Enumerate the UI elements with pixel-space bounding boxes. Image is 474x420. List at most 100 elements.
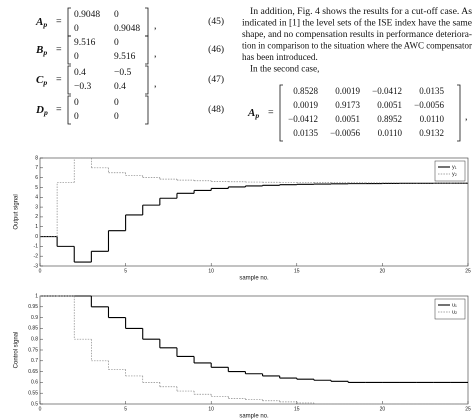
matrix-entry: 0.0051	[335, 114, 360, 124]
matrix-name: Bp	[35, 44, 47, 57]
bracket	[145, 7, 149, 37]
punct: ,	[154, 20, 157, 31]
y-tick-label: 1	[35, 293, 38, 299]
paragraph-line: indicated in [1] the level sets of the I…	[242, 18, 472, 28]
subscript: p	[43, 108, 48, 117]
matrix-entry: −0.0412	[288, 114, 318, 124]
chart: 0 5 10 15 20 25 0.5 0.55 0.6 0.65 0.7 0.75 0.8 0.85 0.…	[14, 293, 471, 419]
eq-number: (46)	[208, 44, 224, 55]
bracket	[145, 35, 149, 65]
y-tick-label: 5	[35, 185, 38, 191]
y-tick-label: 0.95	[28, 304, 38, 310]
matrix-name: Ap	[247, 107, 259, 120]
matrix-entry: −0.0056	[330, 128, 360, 138]
matrix-name: Cp	[36, 74, 47, 87]
bracket	[457, 84, 461, 142]
paragraph-line: In addition, Fig. 4 shows the results fo…	[250, 6, 472, 16]
matrix-entry: 0.8528	[293, 86, 318, 96]
chart: 0 5 10 15 20 25 -3 -2 -1 0 1 2 3 4 5 6 7 8 sample no. Outpu…	[14, 155, 471, 281]
x-tick-label: 25	[465, 268, 471, 274]
x-axis-label: sample no.	[239, 276, 269, 282]
matrix-entry: 9.516	[74, 38, 96, 48]
bracket	[145, 65, 149, 95]
legend-label: u₂	[452, 309, 457, 315]
eq-number: (47)	[208, 74, 224, 85]
matrix-entry: 0	[114, 10, 119, 20]
matrix-entry: 0.8952	[377, 114, 402, 124]
x-axis-label: sample no.	[239, 414, 269, 420]
subscript: p	[42, 20, 47, 29]
matrix-entry: 0.0019	[293, 100, 318, 110]
plot-frame	[39, 157, 469, 267]
bracket	[145, 95, 149, 125]
name: A	[35, 16, 43, 28]
y-tick-label: 8	[35, 155, 38, 161]
punct: ,	[154, 78, 157, 89]
equals: =	[56, 104, 62, 115]
y-tick-label: 0.7	[31, 358, 38, 364]
subscript: p	[254, 111, 259, 120]
matrix-entry: 0.0110	[420, 114, 445, 124]
matrix-entry: 0.4	[114, 82, 126, 92]
matrix-entry: 0	[74, 98, 79, 108]
x-tick-label: 20	[380, 268, 386, 274]
y-tick-label: 0.9	[31, 315, 38, 321]
legend-label: y₁	[452, 164, 457, 170]
matrix-entry: 0.9173	[335, 100, 360, 110]
eq-number: (45)	[208, 16, 224, 27]
equals: =	[56, 16, 62, 27]
name: C	[36, 74, 44, 86]
name: A	[247, 107, 255, 119]
matrix-entry: −0.3	[74, 82, 91, 92]
matrix-entry: −0.5	[114, 68, 131, 78]
y-tick-label: 0.5	[31, 401, 38, 407]
paragraph-line: shape, and no compensation results in pe…	[242, 29, 472, 39]
y-tick-label: 4	[35, 195, 38, 201]
matrix-entry: −0.0412	[372, 86, 402, 96]
matrix-name: Dp	[35, 104, 48, 117]
y-tick-label: 0.6	[31, 380, 38, 386]
name: B	[35, 44, 43, 56]
x-tick-label: 10	[208, 406, 214, 412]
matrix-entry: 0.4	[74, 68, 86, 78]
punct: ,	[465, 111, 468, 122]
paragraph-line: has been introduced.	[242, 52, 318, 62]
legend-label: y₂	[452, 171, 457, 177]
bracket	[67, 35, 71, 65]
matrix-entry: 0	[74, 112, 79, 122]
x-tick-label: 25	[465, 406, 471, 412]
x-tick-label: 5	[124, 268, 127, 274]
equals: =	[56, 44, 62, 55]
y-tick-label: -2	[34, 254, 39, 260]
x-tick-label: 0	[39, 406, 42, 412]
legend-label: u₁	[452, 302, 457, 308]
name: D	[35, 104, 44, 116]
equals: =	[56, 74, 62, 85]
y-tick-label: 0.85	[28, 326, 38, 332]
matrix-entry: 0	[114, 98, 119, 108]
legend-box	[434, 160, 466, 182]
matrix-entry: 0	[114, 112, 119, 122]
matrix-entry: 0.0051	[377, 100, 402, 110]
subscript: p	[42, 48, 47, 57]
bracket	[67, 95, 71, 125]
legend-box	[434, 298, 466, 320]
x-tick-label: 0	[39, 268, 42, 274]
matrix-entry: 0	[74, 52, 79, 62]
y-tick-label: 7	[35, 165, 38, 171]
matrix-entry: 0.0110	[378, 128, 403, 138]
paragraph-line: In the second case,	[250, 64, 319, 74]
y-tick-label: 2	[35, 214, 38, 220]
bracket	[67, 65, 71, 95]
bracket	[67, 7, 71, 37]
y-tick-label: 6	[35, 175, 38, 181]
matrix-name: Ap	[35, 16, 47, 29]
y-tick-label: 0.8	[31, 337, 38, 343]
equals: =	[268, 107, 274, 118]
matrix-entry: 9.516	[114, 52, 136, 62]
matrix-entry: 0	[74, 24, 79, 34]
y-axis-label: Control signal	[14, 332, 20, 369]
y-axis-label: Output signal	[14, 194, 20, 229]
x-tick-label: 15	[294, 406, 300, 412]
